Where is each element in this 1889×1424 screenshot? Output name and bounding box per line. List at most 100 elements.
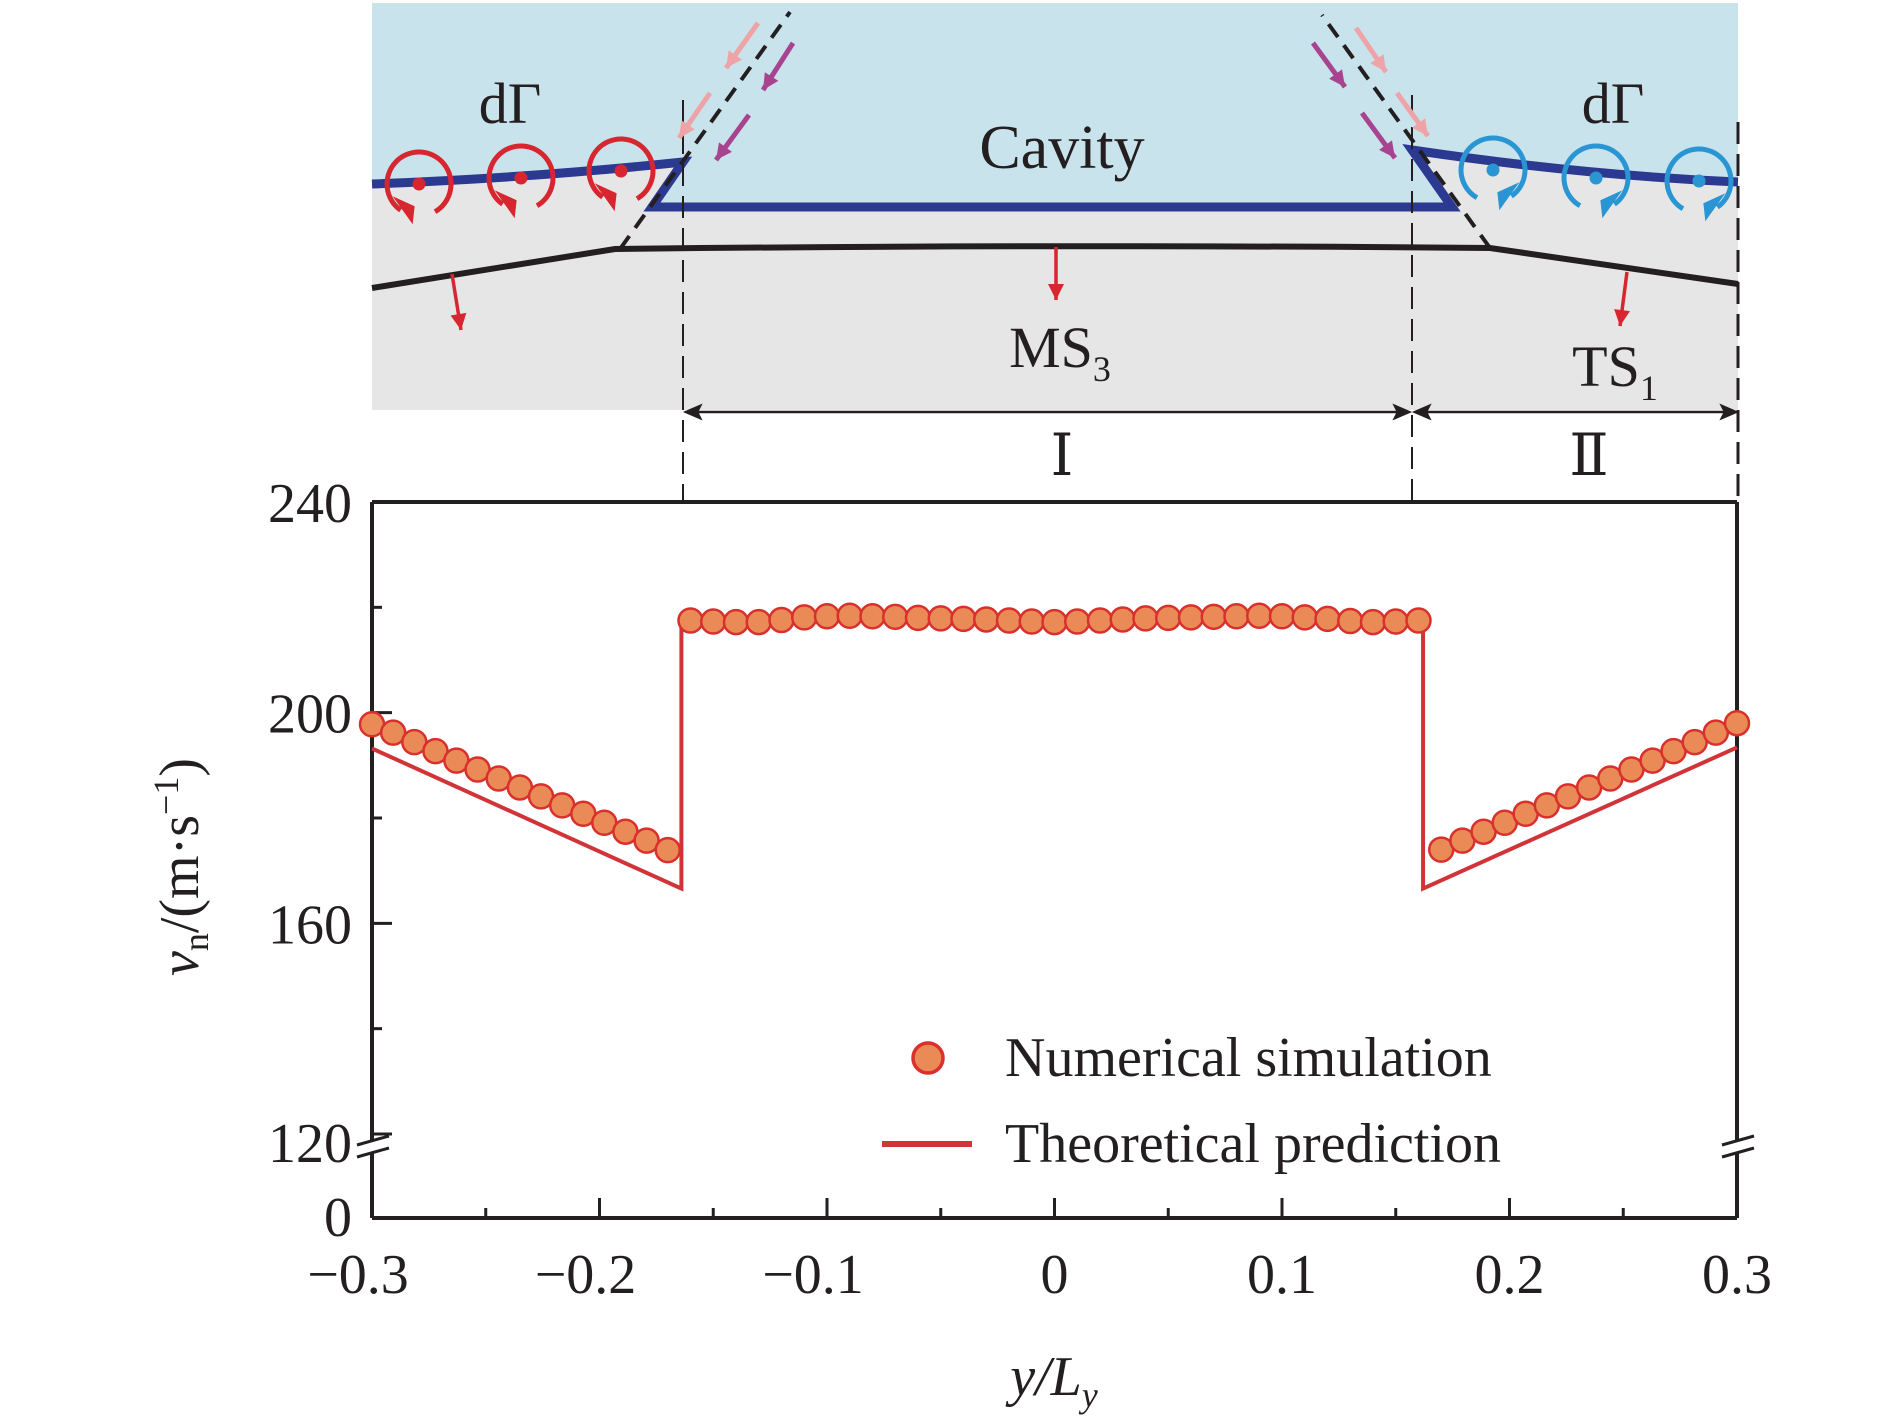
- data-point: [654, 836, 681, 864]
- normal-arrow-left-head: [450, 312, 467, 330]
- normal-arrow-middle-head: [1048, 284, 1064, 300]
- data-point: [1109, 606, 1136, 633]
- chart-ticks: [370, 605, 1739, 1218]
- x-axis-title-subscript: y: [1079, 1375, 1098, 1415]
- ms-label-text: MS: [1009, 315, 1093, 380]
- vortex-markers: [384, 135, 1734, 225]
- incoming-arrow-purple-head: [1329, 69, 1345, 87]
- flow-schematic: Cavity dΓ dΓ MS3 TS1 Ⅰ Ⅱ: [371, 3, 1740, 502]
- data-point: [1018, 608, 1045, 635]
- vortex-arc: [384, 149, 454, 214]
- data-point: [836, 602, 863, 630]
- shock-line: [371, 243, 1739, 291]
- incoming-arrow-pink-head: [1412, 118, 1428, 136]
- data-point: [973, 606, 1000, 633]
- data-point: [859, 603, 886, 630]
- vortex-arc: [486, 143, 556, 208]
- legend-label-numerical: Numerical simulation: [1005, 1027, 1492, 1089]
- axis-break-mark: [1721, 1134, 1755, 1147]
- data-point: [995, 607, 1023, 634]
- vortex-arrowhead: [494, 190, 517, 219]
- axis-break-mark: [356, 1134, 390, 1147]
- incoming-arrow-purple-head: [716, 142, 732, 160]
- y-tick-label: 160: [268, 894, 352, 956]
- data-point: [1041, 608, 1068, 636]
- data-point: [1359, 608, 1387, 636]
- y-axis-title-exponent: −1: [146, 777, 186, 815]
- data-point: [1246, 602, 1273, 630]
- data-point: [1405, 607, 1432, 634]
- legend-label-theoretical: Theoretical prediction: [1005, 1113, 1501, 1175]
- x-axis-title: y/Ly: [1005, 1346, 1098, 1415]
- vortex-arrowhead: [594, 183, 617, 212]
- data-point: [791, 604, 818, 631]
- data-point: [1177, 604, 1205, 631]
- vortex-center-dot: [1692, 174, 1706, 188]
- vortex-right: [1664, 146, 1734, 222]
- cavity-label: Cavity: [979, 114, 1144, 182]
- y-axis-title-close: ): [149, 758, 211, 777]
- data-point: [1268, 603, 1296, 630]
- vorticity-label-right: dΓ: [1582, 71, 1645, 136]
- data-point: [1723, 709, 1751, 737]
- data-point: [1382, 608, 1409, 635]
- y-axis-title: vn/(m·s−1): [146, 758, 216, 976]
- legend-marker-numerical: [911, 1041, 945, 1075]
- data-point: [1200, 603, 1227, 631]
- x-tick-label: 0.2: [1475, 1244, 1545, 1306]
- theoretical-series: [371, 616, 1738, 892]
- data-point: [882, 603, 909, 631]
- data-point: [722, 608, 750, 636]
- axis-break-mark: [356, 1146, 390, 1159]
- velocity-chart: −0.3 −0.2 −0.1 0 0.1 0.2 0.3 240 200 160 120 0 y/Ly…: [146, 473, 1772, 1415]
- data-point: [768, 606, 795, 634]
- y-tick-label: 200: [268, 684, 352, 746]
- vortex-center-dot: [1589, 171, 1603, 185]
- region-span-arrows: [682, 403, 1740, 421]
- vortex-center-dot: [1486, 163, 1500, 177]
- incoming-arrow-purple-head: [763, 72, 779, 90]
- data-point: [950, 605, 977, 633]
- data-point: [677, 607, 704, 634]
- vortex-center-dot: [514, 171, 528, 185]
- region-2-label: Ⅱ: [1569, 423, 1608, 488]
- vortex-arc: [1561, 143, 1631, 208]
- vortex-right: [1561, 143, 1631, 219]
- ms-label: MS3: [1009, 315, 1111, 389]
- vortex-arc: [1458, 135, 1528, 200]
- y-tick-label: 240: [268, 473, 352, 535]
- ms-label-subscript: 3: [1093, 349, 1111, 389]
- vortex-left: [486, 143, 556, 219]
- data-point: [1064, 608, 1091, 635]
- x-tick-label: −0.3: [307, 1244, 409, 1306]
- data-point: [904, 604, 932, 632]
- data-point: [1314, 605, 1341, 633]
- y-axis-title-symbol: v: [149, 951, 211, 976]
- ts-label-subscript: 1: [1640, 368, 1658, 408]
- ts-label: TS1: [1572, 334, 1658, 408]
- vortex-arrowhead: [1600, 190, 1623, 219]
- x-tick-label: −0.2: [535, 1244, 637, 1306]
- data-point: [1223, 603, 1250, 630]
- vortex-center-dot: [412, 177, 426, 191]
- chart-tick-labels: −0.3 −0.2 −0.1 0 0.1 0.2 0.3 240 200 160 120 0: [268, 473, 1772, 1306]
- x-axis-title-text: y/L: [1005, 1346, 1082, 1408]
- vorticity-label-left: dΓ: [479, 71, 542, 136]
- vortex-arrowhead: [1703, 193, 1726, 222]
- data-point: [1337, 607, 1364, 635]
- oblique-dashed-line-left: [618, 10, 792, 251]
- vortex-arc: [586, 136, 656, 201]
- incoming-arrow-pink-head: [679, 120, 695, 138]
- data-point: [1291, 604, 1318, 631]
- data-point: [1132, 605, 1159, 632]
- x-tick-label: −0.1: [762, 1244, 864, 1306]
- oblique-dashed-line-right: [1320, 13, 1492, 250]
- vorticity-label-right-text: dΓ: [1582, 71, 1645, 136]
- vorticity-label-left-text: dΓ: [479, 71, 542, 136]
- x-tick-label: 0.3: [1702, 1244, 1772, 1306]
- theoretical-line: [371, 616, 1738, 892]
- normal-arrow-right-head: [1614, 309, 1630, 326]
- data-point: [1086, 607, 1114, 634]
- data-point: [700, 608, 727, 635]
